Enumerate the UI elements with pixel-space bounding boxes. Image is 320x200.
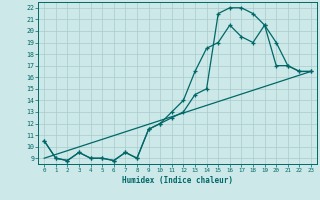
X-axis label: Humidex (Indice chaleur): Humidex (Indice chaleur) <box>122 176 233 185</box>
